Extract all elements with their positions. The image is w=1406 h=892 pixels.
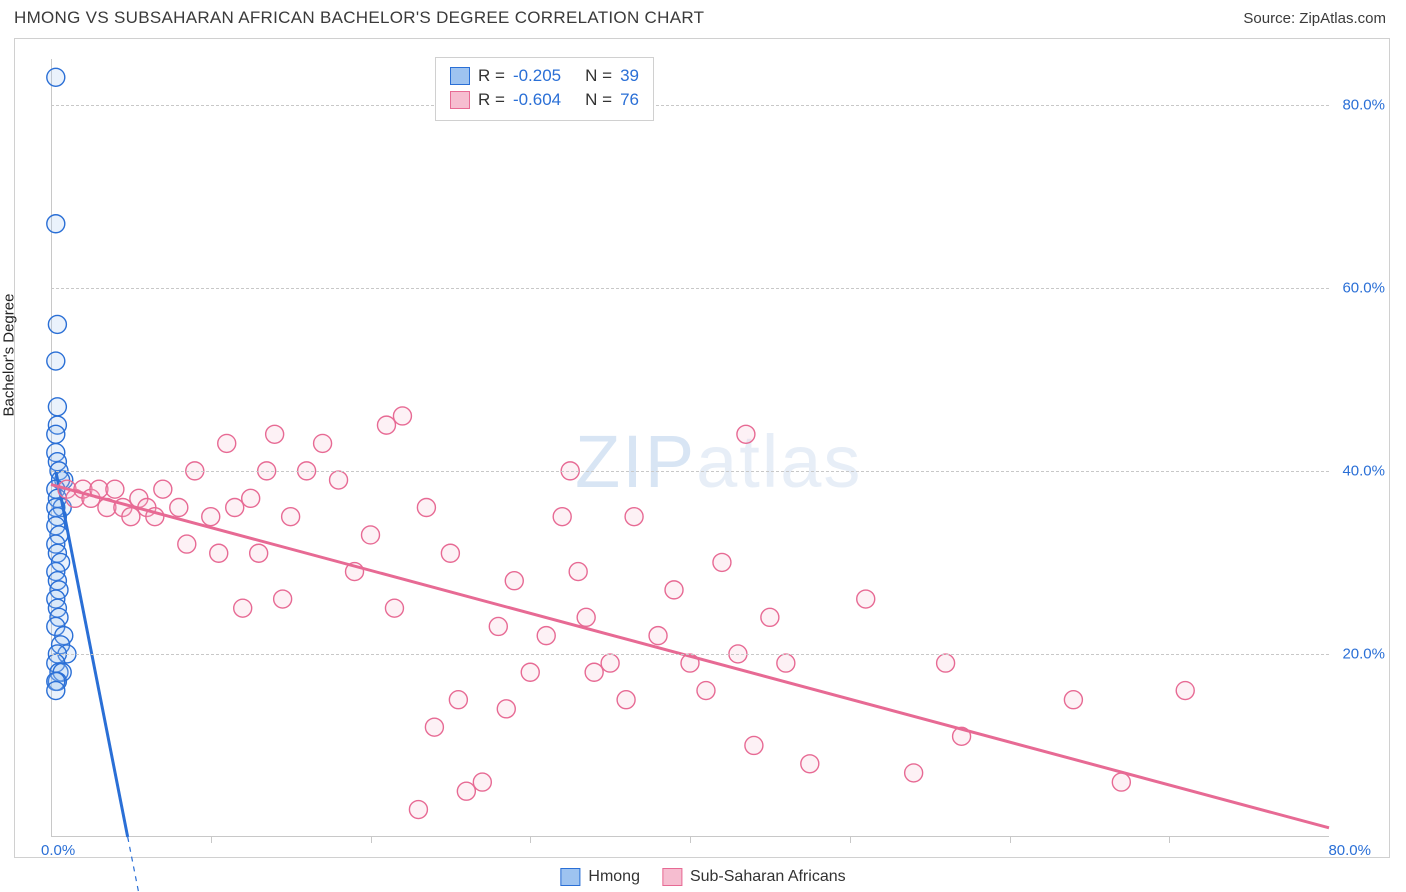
data-point — [234, 599, 252, 617]
legend-swatch-subsaharan — [450, 91, 470, 109]
chart-title: HMONG VS SUBSAHARAN AFRICAN BACHELOR'S D… — [14, 8, 704, 28]
data-point — [409, 801, 427, 819]
x-tick — [530, 837, 531, 843]
data-point — [274, 590, 292, 608]
data-point — [761, 608, 779, 626]
data-point — [625, 508, 643, 526]
data-point — [449, 691, 467, 709]
source-credit: Source: ZipAtlas.com — [1243, 10, 1386, 27]
data-point — [377, 416, 395, 434]
x-tick — [850, 837, 851, 843]
data-point — [1176, 682, 1194, 700]
data-point — [218, 434, 236, 452]
data-point — [266, 425, 284, 443]
data-point — [170, 498, 188, 516]
legend-row-hmong: R = -0.205 N = 39 — [450, 64, 639, 88]
legend-item-subsaharan: Sub-Saharan Africans — [662, 868, 846, 886]
data-point — [154, 480, 172, 498]
data-point — [47, 215, 65, 233]
data-point — [713, 553, 731, 571]
data-point — [47, 352, 65, 370]
data-point — [649, 627, 667, 645]
data-point — [282, 508, 300, 526]
data-point — [857, 590, 875, 608]
y-tick-label: 40.0% — [1342, 462, 1385, 479]
legend-series: Hmong Sub-Saharan Africans — [560, 868, 845, 886]
chart-header: HMONG VS SUBSAHARAN AFRICAN BACHELOR'S D… — [0, 0, 1406, 32]
regression-line-extrapolated — [128, 837, 155, 892]
data-point — [314, 434, 332, 452]
data-point — [226, 498, 244, 516]
data-point — [617, 691, 635, 709]
data-point — [393, 407, 411, 425]
legend-swatch-hmong — [450, 67, 470, 85]
plot-area: 20.0%40.0%60.0%80.0% — [51, 59, 1329, 837]
data-point — [250, 544, 268, 562]
data-point — [242, 489, 260, 507]
x-tick — [211, 837, 212, 843]
data-point — [48, 398, 66, 416]
legend-swatch-subsaharan-icon — [662, 868, 682, 886]
data-point — [473, 773, 491, 791]
data-point — [1064, 691, 1082, 709]
data-point — [489, 617, 507, 635]
gridline — [51, 288, 1329, 289]
data-point — [441, 544, 459, 562]
data-point — [777, 654, 795, 672]
data-point — [385, 599, 403, 617]
legend-correlation: R = -0.205 N = 39 R = -0.604 N = 76 — [435, 57, 654, 121]
data-point — [330, 471, 348, 489]
data-point — [537, 627, 555, 645]
data-point — [697, 682, 715, 700]
data-point — [553, 508, 571, 526]
data-point — [178, 535, 196, 553]
data-point — [210, 544, 228, 562]
gridline — [51, 471, 1329, 472]
gridline — [51, 105, 1329, 106]
x-origin-label: 0.0% — [41, 842, 75, 859]
data-point — [665, 581, 683, 599]
x-tick — [1169, 837, 1170, 843]
x-tick — [690, 837, 691, 843]
data-point — [497, 700, 515, 718]
data-point — [737, 425, 755, 443]
data-point — [122, 508, 140, 526]
chart-container: ZIPatlas Bachelor's Degree 20.0%40.0%60.… — [14, 38, 1390, 858]
data-point — [505, 572, 523, 590]
data-point — [601, 654, 619, 672]
data-point — [801, 755, 819, 773]
data-point — [47, 425, 65, 443]
x-tick — [1010, 837, 1011, 843]
data-point — [1112, 773, 1130, 791]
data-point — [362, 526, 380, 544]
data-point — [47, 682, 65, 700]
y-tick-label: 60.0% — [1342, 279, 1385, 296]
gridline — [51, 654, 1329, 655]
legend-row-subsaharan: R = -0.604 N = 76 — [450, 88, 639, 112]
regression-line — [51, 485, 1329, 828]
data-point — [585, 663, 603, 681]
data-point — [577, 608, 595, 626]
legend-item-hmong: Hmong — [560, 868, 640, 886]
data-point — [905, 764, 923, 782]
data-point — [521, 663, 539, 681]
y-tick-label: 80.0% — [1342, 96, 1385, 113]
data-point — [745, 736, 763, 754]
data-point — [202, 508, 220, 526]
scatter-svg — [51, 59, 1329, 837]
y-axis-title: Bachelor's Degree — [1, 294, 18, 417]
y-tick-label: 20.0% — [1342, 645, 1385, 662]
x-tick — [371, 837, 372, 843]
data-point — [937, 654, 955, 672]
data-point — [417, 498, 435, 516]
data-point — [106, 480, 124, 498]
data-point — [425, 718, 443, 736]
data-point — [457, 782, 475, 800]
legend-swatch-hmong-icon — [560, 868, 580, 886]
data-point — [47, 68, 65, 86]
data-point — [569, 563, 587, 581]
data-point — [48, 315, 66, 333]
x-max-label: 80.0% — [1328, 842, 1371, 859]
